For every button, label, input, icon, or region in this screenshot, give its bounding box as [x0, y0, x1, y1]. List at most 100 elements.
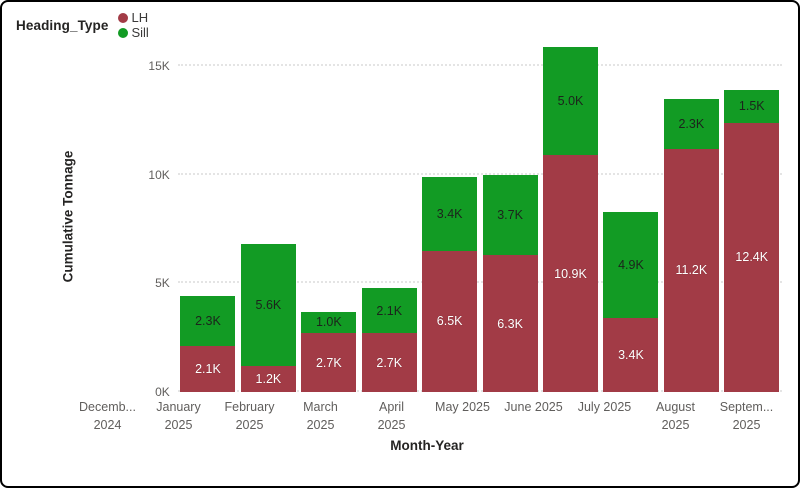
- bar-stack: 2.3K 11.2K: [663, 98, 719, 392]
- bar-segment-sill[interactable]: 3.4K: [422, 176, 478, 251]
- bar-segment-sill[interactable]: 1.5K: [724, 90, 780, 123]
- legend-item-sill[interactable]: Sill: [118, 25, 149, 40]
- bar-value-label: 3.4K: [436, 206, 463, 221]
- bar-column: 5.6K 1.2K: [238, 40, 298, 392]
- x-tick-line2: 2025: [732, 418, 761, 433]
- bar-segment-lh[interactable]: 10.9K: [543, 155, 598, 392]
- bar-value-label: 10.9K: [554, 266, 587, 281]
- y-tick-label: 10K: [148, 167, 170, 182]
- x-tick-label: June 2025: [498, 398, 569, 436]
- bar-value-label: 5.0K: [557, 93, 584, 108]
- legend-item-label: LH: [131, 10, 149, 25]
- y-axis-title-wrap: Cumulative Tonnage: [2, 40, 134, 392]
- legend-dot-icon: [118, 12, 129, 23]
- x-tick-line1: January: [156, 400, 201, 414]
- bar-value-label: 2.7K: [376, 355, 403, 370]
- bar-value-label: 11.2K: [675, 263, 708, 278]
- bar-stack: 4.9K 3.4K: [603, 211, 659, 392]
- x-tick-line1: April: [378, 400, 404, 414]
- x-tick-line1: May 2025: [435, 400, 490, 414]
- x-tick-label: March 2025: [285, 398, 356, 436]
- legend-dot-icon: [118, 27, 129, 38]
- bar-segment-sill[interactable]: 1.0K: [301, 311, 357, 334]
- x-axis-labels: Decemb... 2024 January 2025 February 2025 Marc…: [72, 398, 782, 436]
- bar-stack: 1.0K 2.7K: [301, 311, 357, 392]
- legend-item-lh[interactable]: LH: [118, 10, 148, 25]
- bar-value-label: 6.3K: [497, 316, 523, 331]
- plot-area: 2.3K 2.1K 5.6K 1.2K 1.0K 2.7K 2.1K 2.7K 3.4K 6.5K…: [177, 40, 782, 392]
- bar-segment-sill[interactable]: 2.1K: [361, 287, 417, 334]
- x-tick-line2: 2025: [306, 418, 335, 433]
- bar-columns: 2.3K 2.1K 5.6K 1.2K 1.0K 2.7K 2.1K 2.7K 3.4K 6.5K…: [178, 40, 782, 392]
- legend: Heading_Type LH Sill: [2, 2, 798, 40]
- legend-item-label: Sill: [131, 25, 149, 40]
- x-tick-label: January 2025: [143, 398, 214, 436]
- bar-stack: 5.0K 10.9K: [543, 46, 598, 392]
- bar-stack: 1.5K 12.4K: [724, 90, 780, 392]
- bar-stack: 3.7K 6.3K: [482, 174, 538, 392]
- bar-segment-sill[interactable]: 5.6K: [240, 244, 296, 366]
- x-tick-line1: June 2025: [504, 400, 563, 414]
- bar-value-label: 5.6K: [255, 298, 282, 313]
- bar-value-label: 1.5K: [738, 99, 765, 114]
- y-tick-label: 0K: [155, 385, 170, 399]
- x-axis-title: Month-Year: [390, 438, 464, 453]
- bar-segment-sill[interactable]: 3.7K: [482, 174, 538, 256]
- bar-column: 4.9K 3.4K: [601, 40, 661, 392]
- bar-column: 5.0K 10.9K: [540, 40, 600, 392]
- bar-column: 2.3K 11.2K: [661, 40, 721, 392]
- bar-value-label: 1.0K: [315, 315, 342, 330]
- x-tick-line1: Septem...: [719, 400, 774, 414]
- legend-items: LH Sill: [118, 10, 156, 40]
- x-tick-label: Septem... 2025: [711, 398, 782, 436]
- bar-segment-lh[interactable]: 12.4K: [724, 122, 780, 392]
- bar-segment-sill[interactable]: 2.3K: [663, 98, 719, 149]
- bar-value-label: 1.2K: [255, 371, 282, 386]
- bar-stack: 2.1K 2.7K: [361, 287, 417, 392]
- bar-segment-lh[interactable]: 6.3K: [482, 255, 538, 392]
- bar-segment-lh[interactable]: 6.5K: [422, 250, 478, 392]
- bar-value-label: 2.3K: [195, 314, 221, 329]
- bar-segment-sill[interactable]: 5.0K: [543, 46, 598, 156]
- gridline: [177, 390, 782, 392]
- x-tick-line2: 2025: [661, 418, 690, 433]
- x-tick-line1: July 2025: [577, 400, 632, 414]
- gridline: [177, 64, 782, 67]
- bar-segment-lh[interactable]: 3.4K: [603, 318, 659, 392]
- bar-column: 1.5K 12.4K: [722, 40, 782, 392]
- bar-stack: 5.6K 1.2K: [240, 244, 296, 392]
- bar-column: 1.0K 2.7K: [299, 40, 359, 392]
- bar-column: 2.1K 2.7K: [359, 40, 419, 392]
- x-tick-line1: February: [224, 400, 275, 414]
- x-tick-label: July 2025: [569, 398, 640, 436]
- bar-value-label: 2.7K: [315, 355, 342, 370]
- x-tick-line1: March: [303, 400, 338, 414]
- bar-segment-lh[interactable]: 2.1K: [180, 346, 236, 392]
- bar-value-label: 2.1K: [195, 362, 221, 377]
- bar-segment-lh[interactable]: 1.2K: [240, 365, 296, 392]
- bar-segment-lh[interactable]: 2.7K: [361, 333, 417, 392]
- bar-value-label: 3.4K: [618, 348, 644, 363]
- bar-value-label: 2.3K: [678, 116, 705, 131]
- bar-value-label: 3.7K: [497, 207, 523, 222]
- bar-stack: 3.4K 6.5K: [422, 176, 478, 392]
- x-tick-line1: August: [656, 400, 695, 414]
- y-axis-ticks: 0K 5K 10K 15K: [134, 40, 178, 399]
- y-tick-label: 15K: [148, 59, 170, 74]
- bar-value-label: 12.4K: [735, 250, 769, 265]
- gridline: [177, 172, 782, 175]
- x-tick-label: February 2025: [214, 398, 285, 436]
- x-tick-label: Decemb... 2024: [72, 398, 143, 436]
- legend-title: Heading_Type: [16, 17, 109, 33]
- bar-segment-lh[interactable]: 11.2K: [663, 148, 719, 392]
- x-tick-line2: 2024: [93, 418, 122, 433]
- bar-segment-sill[interactable]: 2.3K: [180, 296, 236, 347]
- chart-body: Cumulative Tonnage 0K 5K 10K 15K 2.3K 2.1K 5.…: [2, 40, 798, 399]
- gridline: [177, 281, 782, 284]
- bar-segment-lh[interactable]: 2.7K: [301, 333, 357, 392]
- x-tick-label: August 2025: [640, 398, 711, 436]
- bar-segment-sill[interactable]: 4.9K: [603, 211, 659, 319]
- bar-stack: 2.3K 2.1K: [180, 296, 236, 392]
- x-tick-line2: 2025: [377, 418, 406, 433]
